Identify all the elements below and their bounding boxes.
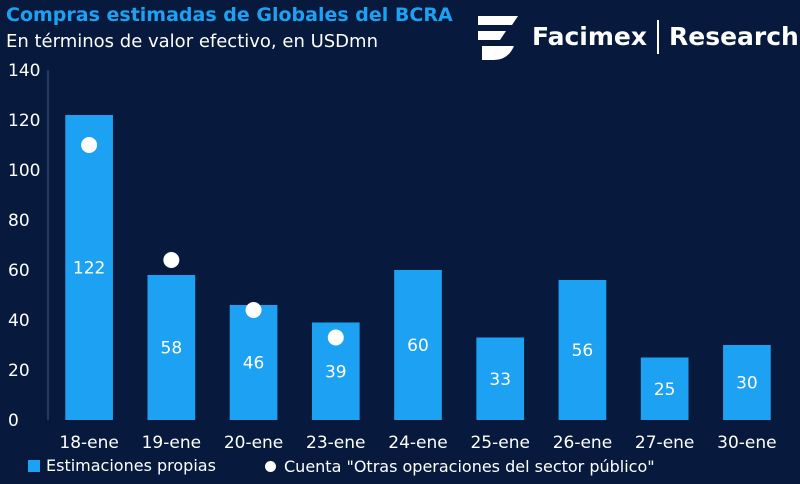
brand-divider [657,20,659,54]
bar [723,345,771,420]
bar-data-label: 25 [654,380,676,400]
legend-bar-swatch [28,459,40,472]
y-tick-label: 120 [8,111,40,131]
chart-subtitle: En términos de valor efectivo, en USDmn [6,31,378,52]
bar-data-label: 122 [73,259,105,279]
bar-data-label: 56 [572,341,594,361]
legend-item-bars: Estimaciones propias [28,456,216,475]
bar [558,280,607,420]
bar [394,270,442,420]
x-tick-label: 19-ene [142,433,201,453]
scatter-point [327,329,344,346]
y-tick-label: 40 [8,311,30,331]
chart-title: Compras estimadas de Globales del BCRA [6,4,453,26]
legend-dot-swatch [265,460,276,472]
bar [65,115,113,420]
brand-name: Facimex [532,22,648,51]
legend-item-dots: Cuenta "Otras operaciones del sector púb… [265,457,655,476]
y-tick-label: 60 [8,261,30,281]
legend-label-dots: Cuenta "Otras operaciones del sector púb… [284,456,655,476]
brand-header: Facimex Research [474,12,799,64]
x-tick-label: 27-ene [635,433,694,453]
x-tick-label: 20-ene [224,433,283,453]
y-tick-label: 140 [8,61,40,81]
y-tick-label: 80 [8,211,30,231]
bar [147,275,196,420]
x-tick-label: 23-ene [306,433,365,453]
legend-label-bars: Estimaciones propias [46,456,216,475]
bar-data-label: 39 [325,362,347,382]
x-tick-label: 18-ene [59,433,118,453]
x-tick-label: 26-ene [553,433,612,453]
bar-data-label: 58 [161,339,183,359]
bar [640,357,689,420]
brand-division: Research [669,22,799,51]
facimex-logo-icon [478,16,518,60]
scatter-point [81,137,98,153]
bar [476,337,525,420]
y-tick-label: 100 [8,161,40,181]
y-tick-label: 0 [8,411,19,431]
bar-data-label: 33 [489,370,511,390]
bar-data-label: 60 [407,336,429,356]
scatter-point [245,302,262,318]
bar-data-label: 30 [736,374,758,394]
chart-legend: Estimaciones propias Cuenta "Otras opera… [28,456,699,478]
scatter-point [163,252,180,268]
x-tick-label: 24-ene [388,433,447,453]
bar-data-label: 46 [243,354,265,374]
bar [229,305,278,420]
x-tick-label: 30-ene [717,433,776,453]
x-tick-label: 25-ene [470,433,529,453]
y-tick-label: 20 [8,361,30,381]
